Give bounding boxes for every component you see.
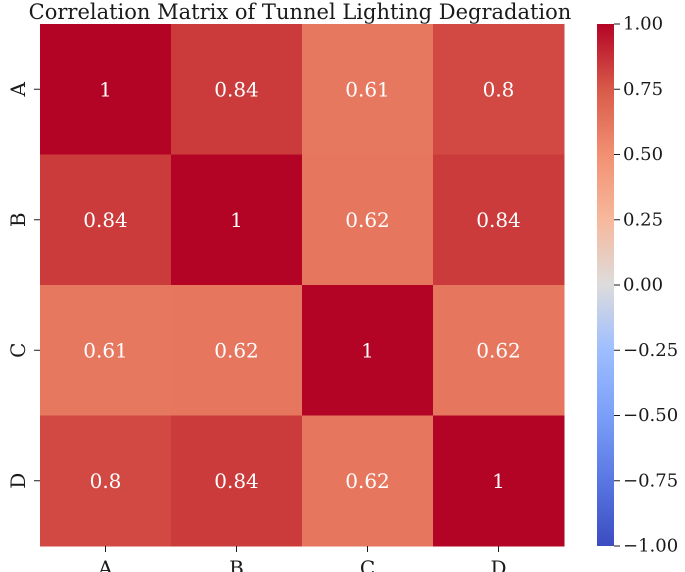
- cell-label-C-B: 0.62: [214, 338, 259, 362]
- chart-title: Correlation Matrix of Tunnel Lighting De…: [29, 0, 572, 24]
- heatmap-cell-A-A: [40, 24, 172, 155]
- x-axis-ticks: A B C D: [97, 546, 507, 572]
- y-tick-label: A: [6, 81, 30, 97]
- y-axis-ticks: A B C D: [6, 81, 40, 489]
- colorbar-tick-label: 1.00: [623, 14, 663, 35]
- heatmap-cell-C-C: [302, 285, 434, 416]
- cell-label-B-A: 0.84: [83, 208, 128, 232]
- colorbar-tick-label: 0.50: [623, 144, 663, 165]
- x-tick-label: C: [360, 556, 375, 572]
- colorbar-ticks: 1.00 0.75 0.50 0.25 0.00 −0.25 −0.50 −0.75 −1.00: [614, 14, 678, 557]
- cell-label-D-A: 0.8: [90, 469, 122, 493]
- heatmap-cell-C-D: [433, 285, 565, 416]
- cell-label-D-C: 0.62: [345, 469, 390, 493]
- cell-label-D-D: 1: [492, 469, 505, 493]
- x-tick-label: B: [229, 556, 244, 572]
- cell-label-C-D: 0.62: [476, 338, 521, 362]
- cell-label-A-D: 0.8: [483, 77, 515, 101]
- colorbar-tick-label: −0.50: [623, 405, 678, 426]
- heatmap-cell-A-C: [302, 24, 434, 155]
- cell-label-B-D: 0.84: [476, 208, 521, 232]
- heatmap-cell-D-D: [433, 415, 565, 547]
- cell-label-A-A: 1: [99, 77, 112, 101]
- heatmap-cells: 1 0.84 0.61 0.8 0.84 1 0.62 0.84 0.61 0.62 1 0.62 0.…: [40, 24, 565, 547]
- heatmap-cell-C-A: [40, 285, 172, 416]
- cell-label-C-C: 1: [361, 338, 374, 362]
- cell-label-A-C: 0.61: [345, 77, 390, 101]
- cell-label-B-B: 1: [230, 208, 243, 232]
- colorbar-tick-label: −1.00: [623, 536, 678, 557]
- heatmap-cell-D-B: [171, 415, 303, 547]
- heatmap-cell-A-B: [171, 24, 303, 155]
- colorbar-tick-label: 0.75: [623, 79, 663, 100]
- colorbar-tick-label: −0.25: [623, 340, 678, 361]
- heatmap-cell-C-B: [171, 285, 303, 416]
- heatmap-cell-D-C: [302, 415, 434, 547]
- colorbar-tick-label: −0.75: [623, 470, 678, 491]
- colorbar-tick-label: 0.00: [623, 275, 663, 296]
- cell-label-C-A: 0.61: [83, 338, 128, 362]
- heatmap-cell-D-A: [40, 415, 172, 547]
- heatmap-cell-B-A: [40, 154, 172, 286]
- x-tick-label: D: [490, 556, 506, 572]
- y-tick-label: D: [6, 473, 30, 489]
- cell-label-B-C: 0.62: [345, 208, 390, 232]
- heatmap-cell-B-D: [433, 154, 565, 286]
- heatmap-cell-B-B: [171, 154, 303, 286]
- colorbar-tick-label: 0.25: [623, 209, 663, 230]
- cell-label-A-B: 0.84: [214, 77, 259, 101]
- y-tick-label: C: [6, 343, 30, 358]
- heatmap-cell-B-C: [302, 154, 434, 286]
- x-tick-label: A: [97, 556, 113, 572]
- heatmap-cell-A-D: [433, 24, 565, 155]
- cell-label-D-B: 0.84: [214, 469, 259, 493]
- y-tick-label: B: [6, 212, 30, 227]
- colorbar: [597, 24, 614, 546]
